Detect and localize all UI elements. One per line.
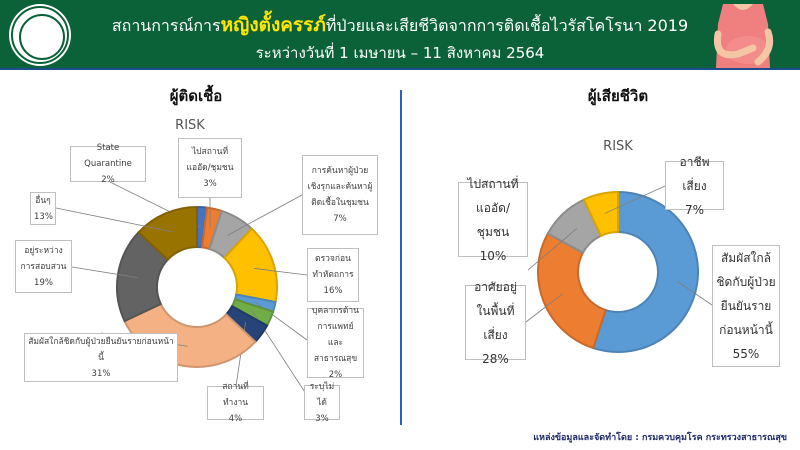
leader-line	[527, 227, 578, 271]
leader-line	[71, 266, 138, 279]
section-divider	[400, 90, 402, 425]
death-label-crowded-place: ไปสถานที่แออัด/ชุมชน 10%	[458, 177, 528, 263]
header-banner: สถานการณ์การหญิงตั้งครรภ์ที่ป่วยและเสียช…	[0, 0, 800, 70]
death-label-risky-occupation: อาชีพเสี่ยง 7%	[665, 155, 724, 217]
pregnant-woman-icon	[713, 4, 774, 68]
label-active-search: การค้นหาผู้ป่วยเชิงรุกและค้นหาผู้ติดเชื้…	[302, 155, 378, 235]
title-suffix: ที่ป่วยและเสียชีวิตจากการติดเชื้อไวรัสโค…	[325, 16, 689, 35]
death-label-close-contact: สัมผัสใกล้ชิดกับผู้ป่วยยืนยันรายก่อนหน้า…	[712, 245, 780, 367]
label-close-contact: สัมผัสใกล้ชิดกับผู้ป่วยยืนยันรายก่อนหน้า…	[24, 333, 178, 382]
page-title: สถานการณ์การหญิงตั้งครรภ์ที่ป่วยและเสียช…	[0, 10, 800, 40]
label-under-investigation: อยู่ระหว่างการสอบสวน 19%	[15, 240, 72, 293]
label-unspecified: ระบุไม่ได้ 3%	[304, 382, 340, 424]
title-highlight: หญิงตั้งครรภ์	[220, 14, 326, 36]
infected-chart-title: RISK	[175, 118, 205, 133]
title-prefix: สถานการณ์การ	[111, 16, 221, 35]
ministry-logo	[11, 6, 69, 64]
infected-section-title: ผู้ติดเชื้อ	[169, 87, 223, 105]
donut-slice	[537, 232, 607, 350]
deaths-chart-title: RISK	[603, 139, 633, 154]
leader-line	[525, 293, 563, 323]
death-label-risk-area: อาศัยอยู่ในพื้นที่เสี่ยง 28%	[465, 280, 526, 366]
label-other: อื่นๆ 13%	[30, 192, 56, 225]
data-source: แหล่งข้อมูลและจัดทำโดย : กรมควบคุมโรค กร…	[533, 433, 787, 443]
label-pre-procedure: ตรวจก่อนทำหัตถการ 16%	[307, 248, 359, 302]
donut-slice	[137, 205, 198, 262]
label-workplace: สถานที่ทำงาน 4%	[207, 382, 264, 424]
leader-line	[227, 194, 303, 236]
leader-line	[677, 281, 713, 306]
leader-line	[55, 207, 174, 233]
leader-line	[254, 268, 308, 276]
donut-slice	[582, 190, 619, 238]
page-subtitle: ระหว่างวันที่ 1 เมษายน – 11 สิงหาคม 2564	[255, 44, 545, 62]
label-state-quarantine: State Quarantine 2%	[70, 143, 146, 185]
label-crowded-place: ไปสถานที่แออัด/ชุมชน 3%	[178, 138, 242, 198]
donut-slice	[592, 190, 699, 353]
label-medical-staff: บุคลากรด้านการแพทย์และสาธารณสุข 2%	[307, 306, 364, 380]
leader-line	[604, 185, 666, 214]
deaths-section-title: ผู้เสียชีวิต	[587, 87, 649, 105]
